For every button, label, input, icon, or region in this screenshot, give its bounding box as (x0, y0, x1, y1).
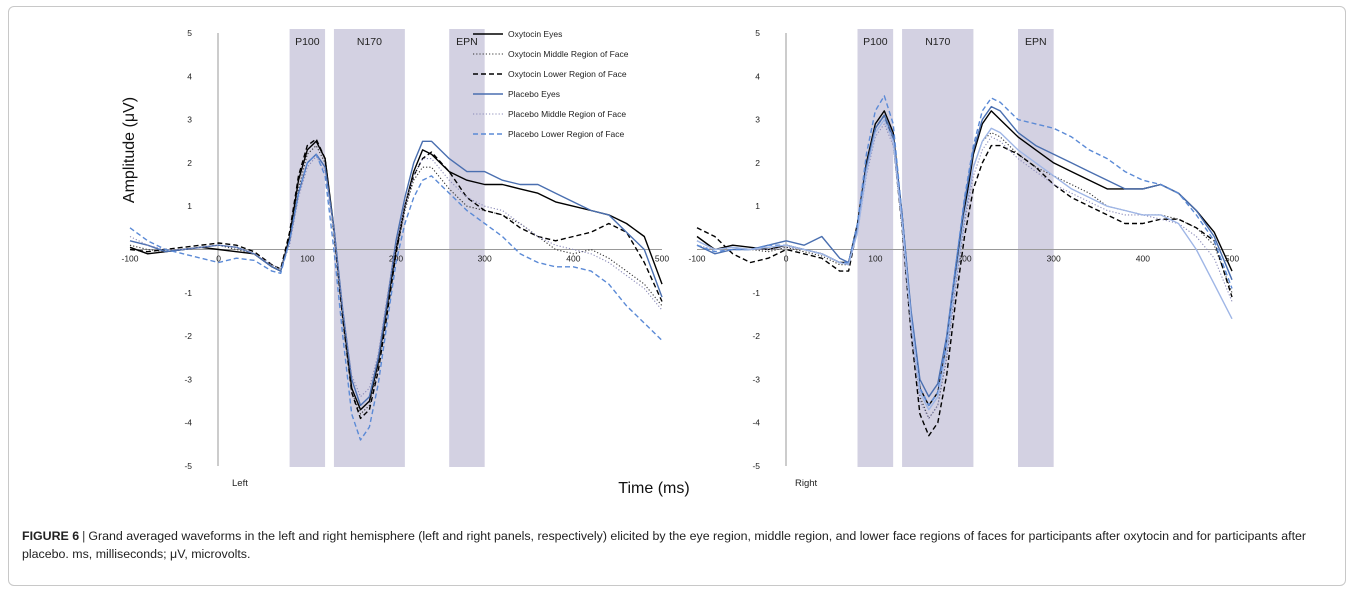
figure-caption: FIGURE 6 | Grand averaged waveforms in the… (22, 527, 1322, 563)
left-window-label-n170: N170 (357, 36, 382, 48)
right-ytick-label: 2 (755, 158, 760, 168)
right-x-axis-title: Time (ms) (618, 480, 689, 497)
right-xtick-label: 300 (1047, 254, 1061, 264)
right-xtick-label: 400 (1136, 254, 1150, 264)
left-ytick-label: 2 (187, 158, 192, 168)
right-ytick-label: -5 (752, 461, 760, 471)
right-window-label-p100: P100 (863, 36, 888, 48)
right-window-epn (1018, 29, 1054, 467)
left-ytick-label: -5 (184, 461, 192, 471)
right-panel: P100 N170 EPN 5 4 3 2 1 -1 -2 -3 -4 -5 -100 0 100 200 300… (618, 28, 1239, 497)
caption-separator: | (82, 529, 86, 543)
left-panel-label: Left (232, 478, 248, 489)
left-xtick-label: 500 (655, 254, 669, 264)
left-legend: Oxytocin Eyes Oxytocin Middle Region of F… (473, 29, 629, 139)
left-series-oxytocin-middle-region-of-face (129, 145, 663, 415)
right-xtick-label: 500 (1225, 254, 1239, 264)
left-legend-label-oxytocin-lower-region-of-face: Oxytocin Lower Region of Face (508, 69, 627, 79)
right-ytick-label: 4 (755, 71, 760, 81)
left-xtick-label: 200 (389, 254, 403, 264)
left-legend-label-placebo-lower-region-of-face: Placebo Lower Region of Face (508, 129, 625, 139)
left-xtick-label: 400 (566, 254, 580, 264)
left-ytick-label: -1 (184, 288, 192, 298)
caption-text: Grand averaged waveforms in the left and… (22, 529, 1307, 561)
left-xtick-label: 100 (300, 254, 314, 264)
left-ytick-label: 5 (187, 28, 192, 38)
left-window-p100 (289, 29, 326, 467)
left-ytick-label: 3 (187, 115, 192, 125)
left-window-label-p100: P100 (295, 36, 320, 48)
right-window-label-epn: EPN (1025, 36, 1047, 48)
left-legend-label-oxytocin-eyes: Oxytocin Eyes (508, 29, 562, 39)
figure-frame (8, 6, 1346, 586)
left-series-placebo-lower-region-of-face (129, 153, 663, 441)
right-ytick-label: -2 (752, 331, 760, 341)
right-ytick-label: 1 (755, 201, 760, 211)
left-series-oxytocin-lower-region-of-face (129, 138, 663, 420)
right-window-p100 (857, 29, 894, 467)
right-xtick-label: 200 (957, 254, 971, 264)
left-legend-label-placebo-eyes: Placebo Eyes (508, 89, 560, 99)
right-window-label-n170: N170 (925, 36, 950, 48)
left-ytick-label: -2 (184, 331, 192, 341)
right-xtick-label: 100 (868, 254, 882, 264)
left-series-placebo-middle-region-of-face (129, 155, 663, 398)
right-series-placebo-lower-region-of-face (696, 95, 1233, 407)
left-legend-label-placebo-middle-region-of-face: Placebo Middle Region of Face (508, 109, 626, 119)
right-series-unlabeled-6 (696, 118, 1233, 411)
left-ytick-label: 1 (187, 201, 192, 211)
left-series-oxytocin-eyes (129, 140, 663, 411)
left-legend-label-oxytocin-middle-region-of-face: Oxytocin Middle Region of Face (508, 49, 629, 59)
right-xtick-label: -100 (688, 254, 705, 264)
left-ytick-label: -4 (184, 418, 192, 428)
left-xtick-label: -100 (121, 254, 138, 264)
caption-label: FIGURE 6 (22, 529, 80, 543)
right-ytick-label: -4 (752, 418, 760, 428)
left-panel: P100 N170 EPN 5 4 3 2 1 -1 -2 -3 -4 -5 -100 0 100 200 300… (121, 28, 669, 489)
right-panel-label: Right (795, 478, 818, 489)
right-xtick-label: 0 (784, 254, 789, 264)
left-ytick-label: -3 (184, 374, 192, 384)
left-ytick-label: 4 (187, 71, 192, 81)
right-ytick-label: 3 (755, 115, 760, 125)
right-series-placebo-middle-region-of-face (696, 123, 1233, 419)
right-series-oxytocin-lower-region-of-face (696, 114, 1233, 437)
right-series-placebo-eyes (696, 105, 1233, 398)
left-window-epn (449, 29, 485, 467)
left-window-label-epn: EPN (456, 36, 478, 48)
left-y-axis-title: Amplitude (μV) (121, 97, 138, 203)
left-xtick-label: 0 (216, 254, 221, 264)
right-ytick-label: -3 (752, 374, 760, 384)
left-xtick-label: 300 (478, 254, 492, 264)
right-ytick-label: 5 (755, 28, 760, 38)
right-ytick-label: -1 (752, 288, 760, 298)
